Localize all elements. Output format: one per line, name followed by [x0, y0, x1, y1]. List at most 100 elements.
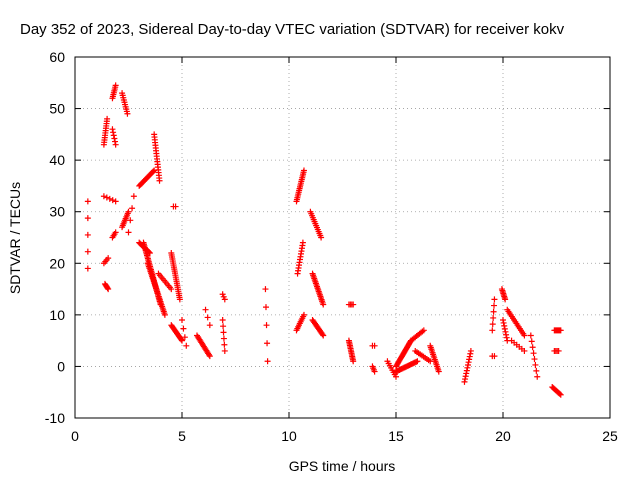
data-point: [127, 217, 134, 224]
data-point: [534, 373, 541, 380]
data-point: [350, 358, 357, 365]
series-arc-35: [369, 363, 378, 375]
data-point: [263, 322, 270, 329]
data-point: [179, 317, 185, 324]
y-tick-label: 20: [49, 255, 65, 271]
y-tick-label: 50: [49, 101, 65, 117]
data-point: [264, 358, 271, 365]
data-point: [84, 231, 91, 238]
series-arc-32: [309, 317, 327, 339]
data-point: [176, 296, 183, 303]
data-point: [104, 115, 111, 122]
data-point: [124, 110, 131, 117]
data-point: [220, 329, 227, 336]
series-arc-42: [427, 342, 442, 375]
x-axis-label: GPS time / hours: [289, 458, 396, 474]
data-point: [503, 334, 510, 341]
data-point: [202, 306, 209, 313]
data-point: [178, 336, 185, 343]
data-point: [300, 311, 307, 318]
data-point: [371, 368, 378, 375]
data-point: [221, 296, 228, 303]
y-tick-label: 10: [49, 307, 65, 323]
data-point: [84, 198, 91, 205]
data-point: [109, 126, 116, 133]
series-arc-51: [551, 327, 564, 334]
data-point: [491, 353, 498, 360]
grid-lines: [75, 57, 610, 418]
series-arc-38: [393, 358, 421, 375]
series-arc-08: [109, 229, 119, 241]
series-arc-16: [144, 260, 168, 318]
data-point: [320, 301, 327, 308]
data-point: [529, 344, 536, 351]
series-arc-31: [309, 270, 327, 308]
data-point: [318, 234, 325, 241]
data-point: [181, 334, 188, 341]
series-arc-05: [100, 193, 119, 205]
series-arc-48: [504, 306, 528, 339]
data-point: [220, 323, 227, 330]
data-point: [435, 368, 442, 375]
y-tick-label: 40: [49, 152, 65, 168]
x-tick-label: 20: [495, 428, 511, 444]
series-arc-23: [202, 306, 213, 329]
data-point: [521, 332, 528, 339]
series-arc-26: [262, 286, 271, 365]
data-point: [490, 308, 497, 315]
data-point: [206, 322, 213, 329]
data-point: [320, 332, 327, 339]
x-tick-label: 25: [602, 428, 618, 444]
data-point: [103, 194, 110, 201]
data-point: [350, 301, 357, 308]
data-point: [172, 203, 179, 210]
data-point: [104, 285, 111, 292]
data-point: [420, 327, 427, 334]
data-point: [528, 338, 535, 345]
data-point: [84, 265, 91, 272]
chart-title: Day 352 of 2023, Sidereal Day-to-day VTE…: [20, 21, 565, 38]
data-point: [467, 347, 474, 354]
series-arc-01: [84, 198, 91, 272]
series-arc-49: [508, 337, 528, 354]
series-arc-50: [527, 332, 541, 380]
series-arc-10: [119, 208, 132, 231]
series-arc-20: [168, 322, 185, 344]
data-point: [556, 390, 563, 397]
data-point: [106, 195, 113, 202]
series-arc-43: [461, 347, 474, 385]
data-point: [156, 177, 163, 184]
data-point: [262, 304, 269, 311]
data-point: [527, 332, 534, 339]
series-arc-09: [119, 90, 131, 117]
series-arc-36: [369, 342, 378, 349]
data-point: [111, 135, 118, 142]
data-point: [105, 286, 112, 293]
series-arc-27: [293, 167, 307, 205]
series-arc-30: [307, 208, 325, 241]
series-arc-06: [109, 82, 119, 102]
data-point: [180, 325, 187, 332]
data-point: [125, 229, 132, 236]
data-point: [183, 342, 190, 349]
series-arc-25: [219, 291, 228, 303]
series-arc-41: [412, 347, 434, 365]
series-arc-17: [155, 270, 175, 293]
data-point: [489, 327, 496, 334]
data-point: [503, 331, 510, 338]
data-point: [299, 239, 306, 246]
data-point: [219, 317, 226, 324]
series-arc-24: [219, 317, 228, 354]
data-point: [168, 286, 175, 293]
y-tick-label: 0: [57, 358, 65, 374]
data-point: [179, 337, 185, 344]
data-point: [371, 342, 378, 349]
data-point: [530, 350, 537, 357]
series-arc-44: [489, 296, 498, 334]
y-tick-label: 30: [49, 204, 65, 220]
data-point: [84, 215, 91, 222]
x-tick-labels: 0 5 10 15 20 25: [71, 428, 618, 444]
x-tick-label: 15: [388, 428, 404, 444]
data-point: [161, 311, 168, 318]
